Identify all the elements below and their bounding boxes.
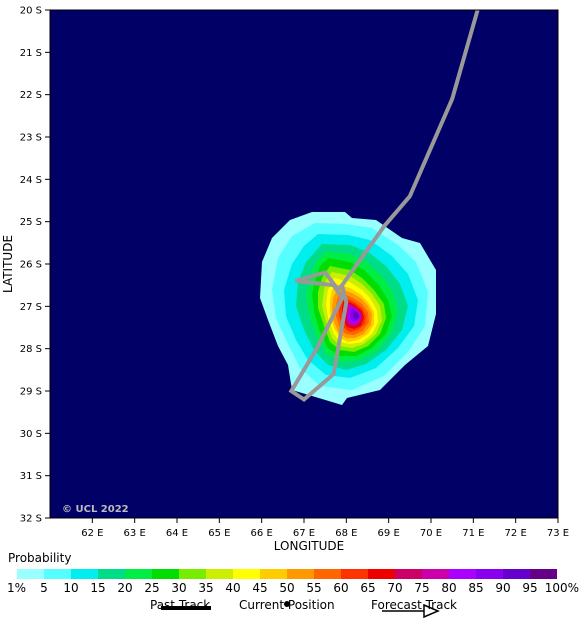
lat-tick-label: 23 S bbox=[20, 133, 42, 144]
forecast-track-line bbox=[288, 9, 480, 403]
forecast-track-label: Forecast Track bbox=[371, 598, 457, 612]
probability-colorbar bbox=[17, 569, 557, 579]
y-axis-title: LATITUDE bbox=[1, 235, 15, 293]
lon-tick-label: 68 E bbox=[335, 528, 357, 539]
colorbar-segment bbox=[260, 569, 287, 579]
storm-probability-map: 20 S 21 S 22 S 23 S 24 S 25 S 26 S 27 S 28 S 29 S… bbox=[1, 6, 569, 551]
current-position-symbol bbox=[284, 601, 290, 607]
colorbar-label: 35 bbox=[198, 581, 214, 595]
lon-tick-label: 67 E bbox=[293, 528, 315, 539]
longitude-ticks: 62 E 63 E 64 E 65 E 66 E 67 E 68 E 69 E 70 E 71 E… bbox=[81, 518, 569, 539]
colorbar-segment bbox=[17, 569, 44, 579]
colorbar-segment bbox=[395, 569, 422, 579]
colorbar-label: 55 bbox=[306, 581, 322, 595]
colorbar-segment bbox=[152, 569, 179, 579]
lon-tick-label: 64 E bbox=[166, 528, 188, 539]
lat-tick-label: 30 S bbox=[20, 429, 42, 440]
colorbar-segment bbox=[530, 569, 557, 579]
colorbar-label: 95 bbox=[522, 581, 538, 595]
lon-tick-label: 65 E bbox=[208, 528, 230, 539]
colorbar-segment bbox=[503, 569, 530, 579]
colorbar-label: 100% bbox=[544, 581, 579, 595]
lat-tick-label: 28 S bbox=[20, 344, 42, 355]
latitude-ticks: 20 S 21 S 22 S 23 S 24 S 25 S 26 S 27 S 28 S 29 S… bbox=[20, 6, 50, 525]
colorbar-label: 65 bbox=[360, 581, 376, 595]
colorbar-segment bbox=[71, 569, 98, 579]
colorbar-segment bbox=[125, 569, 152, 579]
lat-tick-label: 22 S bbox=[20, 90, 42, 101]
colorbar-label: 10 bbox=[63, 581, 79, 595]
copyright-text: © UCL 2022 bbox=[62, 504, 129, 515]
colorbar-label: 85 bbox=[468, 581, 484, 595]
probability-labels: 1% 5 10 15 20 25 30 35 40 45 50 55 60 65 70 75 80 85 90 95 1… bbox=[0, 581, 580, 595]
lat-tick-label: 20 S bbox=[20, 6, 42, 17]
prob-band-19 bbox=[353, 311, 359, 319]
lon-tick-label: 66 E bbox=[251, 528, 273, 539]
colorbar-segment bbox=[179, 569, 206, 579]
colorbar-label: 50 bbox=[279, 581, 295, 595]
colorbar-segment bbox=[422, 569, 449, 579]
colorbar-segment bbox=[44, 569, 71, 579]
forecast-track-symbol bbox=[382, 604, 440, 618]
colorbar-label: 5 bbox=[40, 581, 48, 595]
colorbar-segment bbox=[368, 569, 395, 579]
colorbar-label: 60 bbox=[333, 581, 349, 595]
colorbar-segment bbox=[233, 569, 260, 579]
past-track-label: Past Track bbox=[150, 598, 211, 612]
colorbar-label: 70 bbox=[387, 581, 403, 595]
colorbar-label: 75 bbox=[414, 581, 430, 595]
colorbar-label: 45 bbox=[252, 581, 268, 595]
x-axis-title: LONGITUDE bbox=[274, 539, 344, 550]
legend-title: Probability bbox=[8, 551, 72, 565]
current-position-label: Current Position bbox=[239, 598, 335, 612]
colorbar-segment bbox=[206, 569, 233, 579]
colorbar-label: 40 bbox=[225, 581, 241, 595]
lat-tick-label: 26 S bbox=[20, 260, 42, 271]
lat-tick-label: 21 S bbox=[20, 48, 42, 59]
lon-tick-label: 70 E bbox=[420, 528, 442, 539]
colorbar-label: 20 bbox=[117, 581, 133, 595]
lon-tick-label: 71 E bbox=[462, 528, 484, 539]
colorbar-segment bbox=[476, 569, 503, 579]
colorbar-label: 90 bbox=[495, 581, 511, 595]
lat-tick-label: 29 S bbox=[20, 387, 42, 398]
colorbar-segment bbox=[287, 569, 314, 579]
lon-tick-label: 72 E bbox=[505, 528, 527, 539]
lon-tick-label: 69 E bbox=[378, 528, 400, 539]
colorbar-segment bbox=[341, 569, 368, 579]
colorbar-label: 30 bbox=[171, 581, 187, 595]
colorbar-segment bbox=[449, 569, 476, 579]
lon-tick-label: 62 E bbox=[81, 528, 103, 539]
lat-tick-label: 32 S bbox=[20, 514, 42, 525]
lat-tick-label: 24 S bbox=[20, 175, 42, 186]
colorbar-segment bbox=[98, 569, 125, 579]
lat-tick-label: 27 S bbox=[20, 302, 42, 313]
lon-tick-label: 63 E bbox=[124, 528, 146, 539]
lat-tick-label: 31 S bbox=[20, 471, 42, 482]
lat-tick-label: 25 S bbox=[20, 217, 42, 228]
colorbar-label: 25 bbox=[144, 581, 160, 595]
colorbar-label: 15 bbox=[90, 581, 106, 595]
colorbar-label: 80 bbox=[441, 581, 457, 595]
lon-tick-label: 73 E bbox=[547, 528, 569, 539]
past-track-symbol bbox=[161, 606, 211, 610]
colorbar-label: 1% bbox=[7, 581, 27, 595]
colorbar-segment bbox=[314, 569, 341, 579]
